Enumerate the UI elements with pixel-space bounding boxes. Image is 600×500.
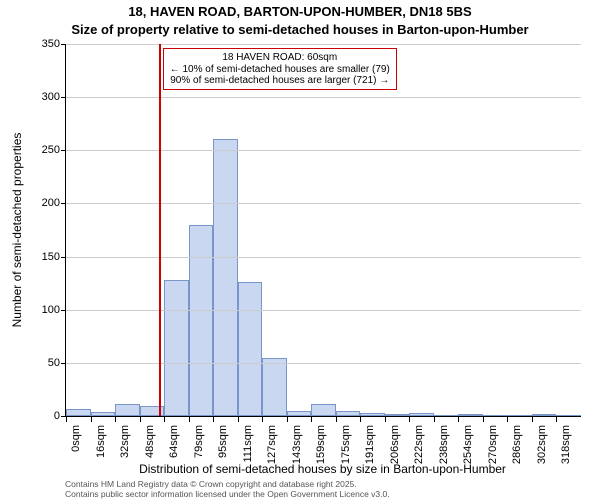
histogram-bar (91, 412, 116, 416)
xtick-label: 16sqm (95, 425, 107, 485)
histogram-bar (213, 139, 238, 416)
annotation-line: ← 10% of semi-detached houses are smalle… (170, 64, 390, 75)
xtick-label: 238sqm (438, 425, 450, 485)
xtick-label: 191sqm (364, 425, 376, 485)
gridline (66, 363, 581, 364)
histogram-bar (66, 409, 91, 416)
xtick-label: 0sqm (70, 425, 82, 485)
ytick-label: 300 (28, 91, 60, 103)
gridline (66, 257, 581, 258)
histogram-bar (556, 415, 581, 416)
xtick-mark (189, 416, 190, 422)
histogram-bar (189, 225, 214, 416)
xtick-mark (91, 416, 92, 422)
xtick-label: 286sqm (511, 425, 523, 485)
ytick-mark (61, 203, 66, 204)
chart-subtitle: Size of property relative to semi-detach… (0, 22, 600, 37)
xtick-label: 159sqm (315, 425, 327, 485)
xtick-mark (262, 416, 263, 422)
annotation-box: 18 HAVEN ROAD: 60sqm← 10% of semi-detach… (163, 48, 397, 90)
xtick-mark (409, 416, 410, 422)
marker-line (159, 44, 161, 416)
xtick-mark (164, 416, 165, 422)
xtick-label: 302sqm (536, 425, 548, 485)
xtick-label: 95sqm (217, 425, 229, 485)
gridline (66, 203, 581, 204)
xtick-mark (115, 416, 116, 422)
ytick-mark (61, 310, 66, 311)
xtick-label: 127sqm (266, 425, 278, 485)
histogram-bar (311, 404, 336, 416)
bars-layer (66, 44, 581, 416)
xtick-mark (311, 416, 312, 422)
xtick-label: 48sqm (144, 425, 156, 485)
plot-area: 05010015020025030035018 HAVEN ROAD: 60sq… (65, 44, 581, 417)
xtick-label: 111sqm (242, 425, 254, 485)
xtick-label: 254sqm (462, 425, 474, 485)
xtick-mark (532, 416, 533, 422)
xtick-mark (458, 416, 459, 422)
ytick-label: 250 (28, 144, 60, 156)
annotation-line: 90% of semi-detached houses are larger (… (170, 75, 390, 86)
ytick-label: 350 (28, 38, 60, 50)
annotation-title: 18 HAVEN ROAD: 60sqm (170, 52, 390, 63)
xtick-label: 222sqm (413, 425, 425, 485)
xtick-mark (287, 416, 288, 422)
footer-line-2: Contains public sector information licen… (65, 490, 390, 500)
histogram-bar (360, 413, 385, 416)
histogram-bar (336, 411, 361, 416)
histogram-bar (385, 414, 410, 416)
histogram-bar (115, 404, 140, 416)
histogram-bar (532, 414, 557, 416)
xtick-mark (556, 416, 557, 422)
ytick-mark (61, 150, 66, 151)
histogram-bar (409, 413, 434, 416)
xtick-mark (360, 416, 361, 422)
xtick-mark (238, 416, 239, 422)
gridline (66, 150, 581, 151)
ytick-mark (61, 44, 66, 45)
xtick-mark (434, 416, 435, 422)
ytick-label: 50 (28, 357, 60, 369)
xtick-mark (385, 416, 386, 422)
xtick-mark (507, 416, 508, 422)
ytick-label: 100 (28, 304, 60, 316)
xtick-label: 143sqm (291, 425, 303, 485)
gridline (66, 310, 581, 311)
histogram-bar (458, 414, 483, 416)
y-axis-label: Number of semi-detached properties (10, 133, 24, 328)
histogram-bar (262, 358, 287, 416)
xtick-label: 175sqm (340, 425, 352, 485)
xtick-label: 79sqm (193, 425, 205, 485)
ytick-mark (61, 363, 66, 364)
gridline (66, 97, 581, 98)
ytick-mark (61, 97, 66, 98)
histogram-bar (434, 415, 459, 416)
chart-title: 18, HAVEN ROAD, BARTON-UPON-HUMBER, DN18… (0, 4, 600, 19)
xtick-label: 64sqm (168, 425, 180, 485)
ytick-label: 200 (28, 197, 60, 209)
histogram-bar (483, 415, 508, 416)
xtick-mark (336, 416, 337, 422)
ytick-label: 0 (28, 410, 60, 422)
histogram-bar (287, 411, 312, 416)
ytick-label: 150 (28, 251, 60, 263)
xtick-label: 318sqm (560, 425, 572, 485)
xtick-label: 270sqm (487, 425, 499, 485)
xtick-label: 32sqm (119, 425, 131, 485)
xtick-mark (66, 416, 67, 422)
xtick-mark (140, 416, 141, 422)
xtick-mark (483, 416, 484, 422)
xtick-label: 206sqm (389, 425, 401, 485)
histogram-bar (238, 282, 263, 416)
gridline (66, 44, 581, 45)
histogram-bar (507, 415, 532, 416)
ytick-mark (61, 257, 66, 258)
chart-container: 18, HAVEN ROAD, BARTON-UPON-HUMBER, DN18… (0, 0, 600, 500)
xtick-mark (213, 416, 214, 422)
histogram-bar (164, 280, 189, 416)
